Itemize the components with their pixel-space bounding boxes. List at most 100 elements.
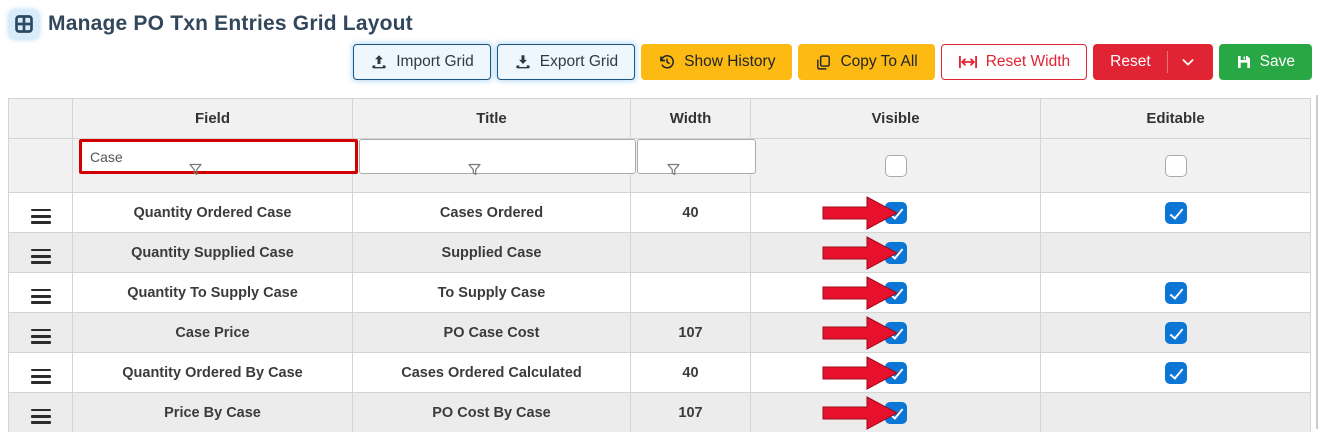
column-header-editable: Editable [1040, 98, 1311, 139]
editable-cell [1040, 312, 1311, 353]
editable-cell [1040, 352, 1311, 393]
header-row: Field Title Width Visible Editable [8, 98, 1311, 139]
save-label: Save [1259, 53, 1295, 70]
upload-icon [370, 53, 388, 71]
reset-dropdown-button[interactable]: Reset [1093, 44, 1213, 80]
show-history-label: Show History [684, 53, 776, 70]
editable-filter-checkbox[interactable] [1164, 154, 1187, 177]
filter-row [8, 138, 1311, 193]
grid-table: Field Title Width Visible Editable [8, 98, 1311, 432]
import-grid-button[interactable]: Import Grid [353, 44, 491, 80]
column-header-field: Field [72, 98, 353, 139]
visible-cell [750, 312, 1041, 353]
visible-filter-checkbox[interactable] [884, 154, 907, 177]
title-cell: Cases Ordered [352, 192, 631, 233]
save-button[interactable]: Save [1218, 44, 1312, 80]
filter-funnel-icon[interactable] [188, 162, 203, 178]
drag-handle-icon[interactable] [29, 247, 53, 266]
history-icon [658, 53, 676, 71]
field-cell: Quantity To Supply Case [72, 272, 353, 313]
vertical-scrollbar[interactable] [1316, 95, 1318, 429]
reset-width-label: Reset Width [985, 53, 1071, 70]
show-history-button[interactable]: Show History [641, 44, 793, 80]
reset-width-icon [958, 54, 978, 70]
title-filter-input[interactable] [359, 139, 636, 174]
import-grid-label: Import Grid [396, 53, 474, 70]
table-row: Quantity To Supply Case To Supply Case [8, 272, 1311, 313]
grid-layout-icon [10, 10, 38, 38]
page-title: Manage PO Txn Entries Grid Layout [48, 12, 413, 35]
editable-checkbox[interactable] [1164, 321, 1187, 344]
visible-checkbox[interactable] [884, 241, 907, 264]
column-header-visible: Visible [750, 98, 1041, 139]
column-header-width: Width [630, 98, 751, 139]
split-divider [1166, 51, 1168, 73]
visible-checkbox[interactable] [884, 401, 907, 424]
drag-handle-icon[interactable] [29, 367, 53, 386]
visible-checkbox[interactable] [884, 201, 907, 224]
save-icon [1236, 54, 1252, 70]
visible-checkbox[interactable] [884, 361, 907, 384]
drag-cell [8, 392, 73, 432]
width-cell: 107 [630, 312, 751, 353]
field-cell: Case Price [72, 312, 353, 353]
drag-handle-icon[interactable] [29, 207, 53, 226]
editable-cell [1040, 232, 1311, 273]
title-cell: Supplied Case [352, 232, 631, 273]
copy-to-all-label: Copy To All [840, 53, 918, 70]
field-cell: Quantity Ordered By Case [72, 352, 353, 393]
filter-cell-empty [8, 138, 73, 193]
toolbar: Import Grid Export Grid Show History [0, 44, 1324, 80]
editable-checkbox[interactable] [1164, 201, 1187, 224]
visible-cell [750, 192, 1041, 233]
editable-cell [1040, 392, 1311, 432]
filter-funnel-icon[interactable] [467, 162, 482, 178]
filter-funnel-icon[interactable] [666, 162, 681, 178]
drag-handle-icon[interactable] [29, 407, 53, 426]
visible-cell [750, 272, 1041, 313]
visible-cell [750, 232, 1041, 273]
width-cell: 40 [630, 352, 751, 393]
editable-cell [1040, 272, 1311, 313]
copy-icon [815, 54, 832, 71]
editable-checkbox[interactable] [1164, 281, 1187, 304]
visible-cell [750, 352, 1041, 393]
field-cell: Quantity Ordered Case [72, 192, 353, 233]
visible-checkbox[interactable] [884, 321, 907, 344]
column-header-drag [8, 98, 73, 139]
drag-cell [8, 192, 73, 233]
copy-to-all-button[interactable]: Copy To All [798, 44, 935, 80]
field-filter-input[interactable] [79, 139, 358, 174]
grid-container: Field Title Width Visible Editable [8, 98, 1324, 432]
field-cell: Quantity Supplied Case [72, 232, 353, 273]
table-row: Price By Case PO Cost By Case 107 [8, 392, 1311, 432]
table-row: Case Price PO Case Cost 107 [8, 312, 1311, 353]
title-cell: PO Cost By Case [352, 392, 631, 432]
width-cell: 40 [630, 192, 751, 233]
table-row: Quantity Ordered By Case Cases Ordered C… [8, 352, 1311, 393]
drag-handle-icon[interactable] [29, 287, 53, 306]
filter-cell-visible [750, 138, 1041, 193]
page-header: Manage PO Txn Entries Grid Layout [0, 0, 1324, 39]
editable-checkbox[interactable] [1164, 361, 1187, 384]
editable-cell [1040, 192, 1311, 233]
reset-width-button[interactable]: Reset Width [940, 44, 1088, 80]
export-grid-label: Export Grid [539, 53, 619, 70]
drag-cell [8, 232, 73, 273]
width-cell: 107 [630, 392, 751, 432]
grid-body: Quantity Ordered Case Cases Ordered 40 Q… [8, 192, 1311, 432]
drag-handle-icon[interactable] [29, 327, 53, 346]
drag-cell [8, 352, 73, 393]
field-cell: Price By Case [72, 392, 353, 432]
chevron-down-icon [1180, 54, 1196, 70]
visible-checkbox[interactable] [884, 281, 907, 304]
drag-cell [8, 312, 73, 353]
reset-label: Reset [1110, 53, 1151, 70]
download-icon [514, 53, 532, 71]
filter-cell-editable [1040, 138, 1311, 193]
export-grid-button[interactable]: Export Grid [496, 44, 636, 80]
width-filter-input[interactable] [637, 139, 756, 174]
table-row: Quantity Ordered Case Cases Ordered 40 [8, 192, 1311, 233]
filter-cell-width [630, 138, 756, 193]
